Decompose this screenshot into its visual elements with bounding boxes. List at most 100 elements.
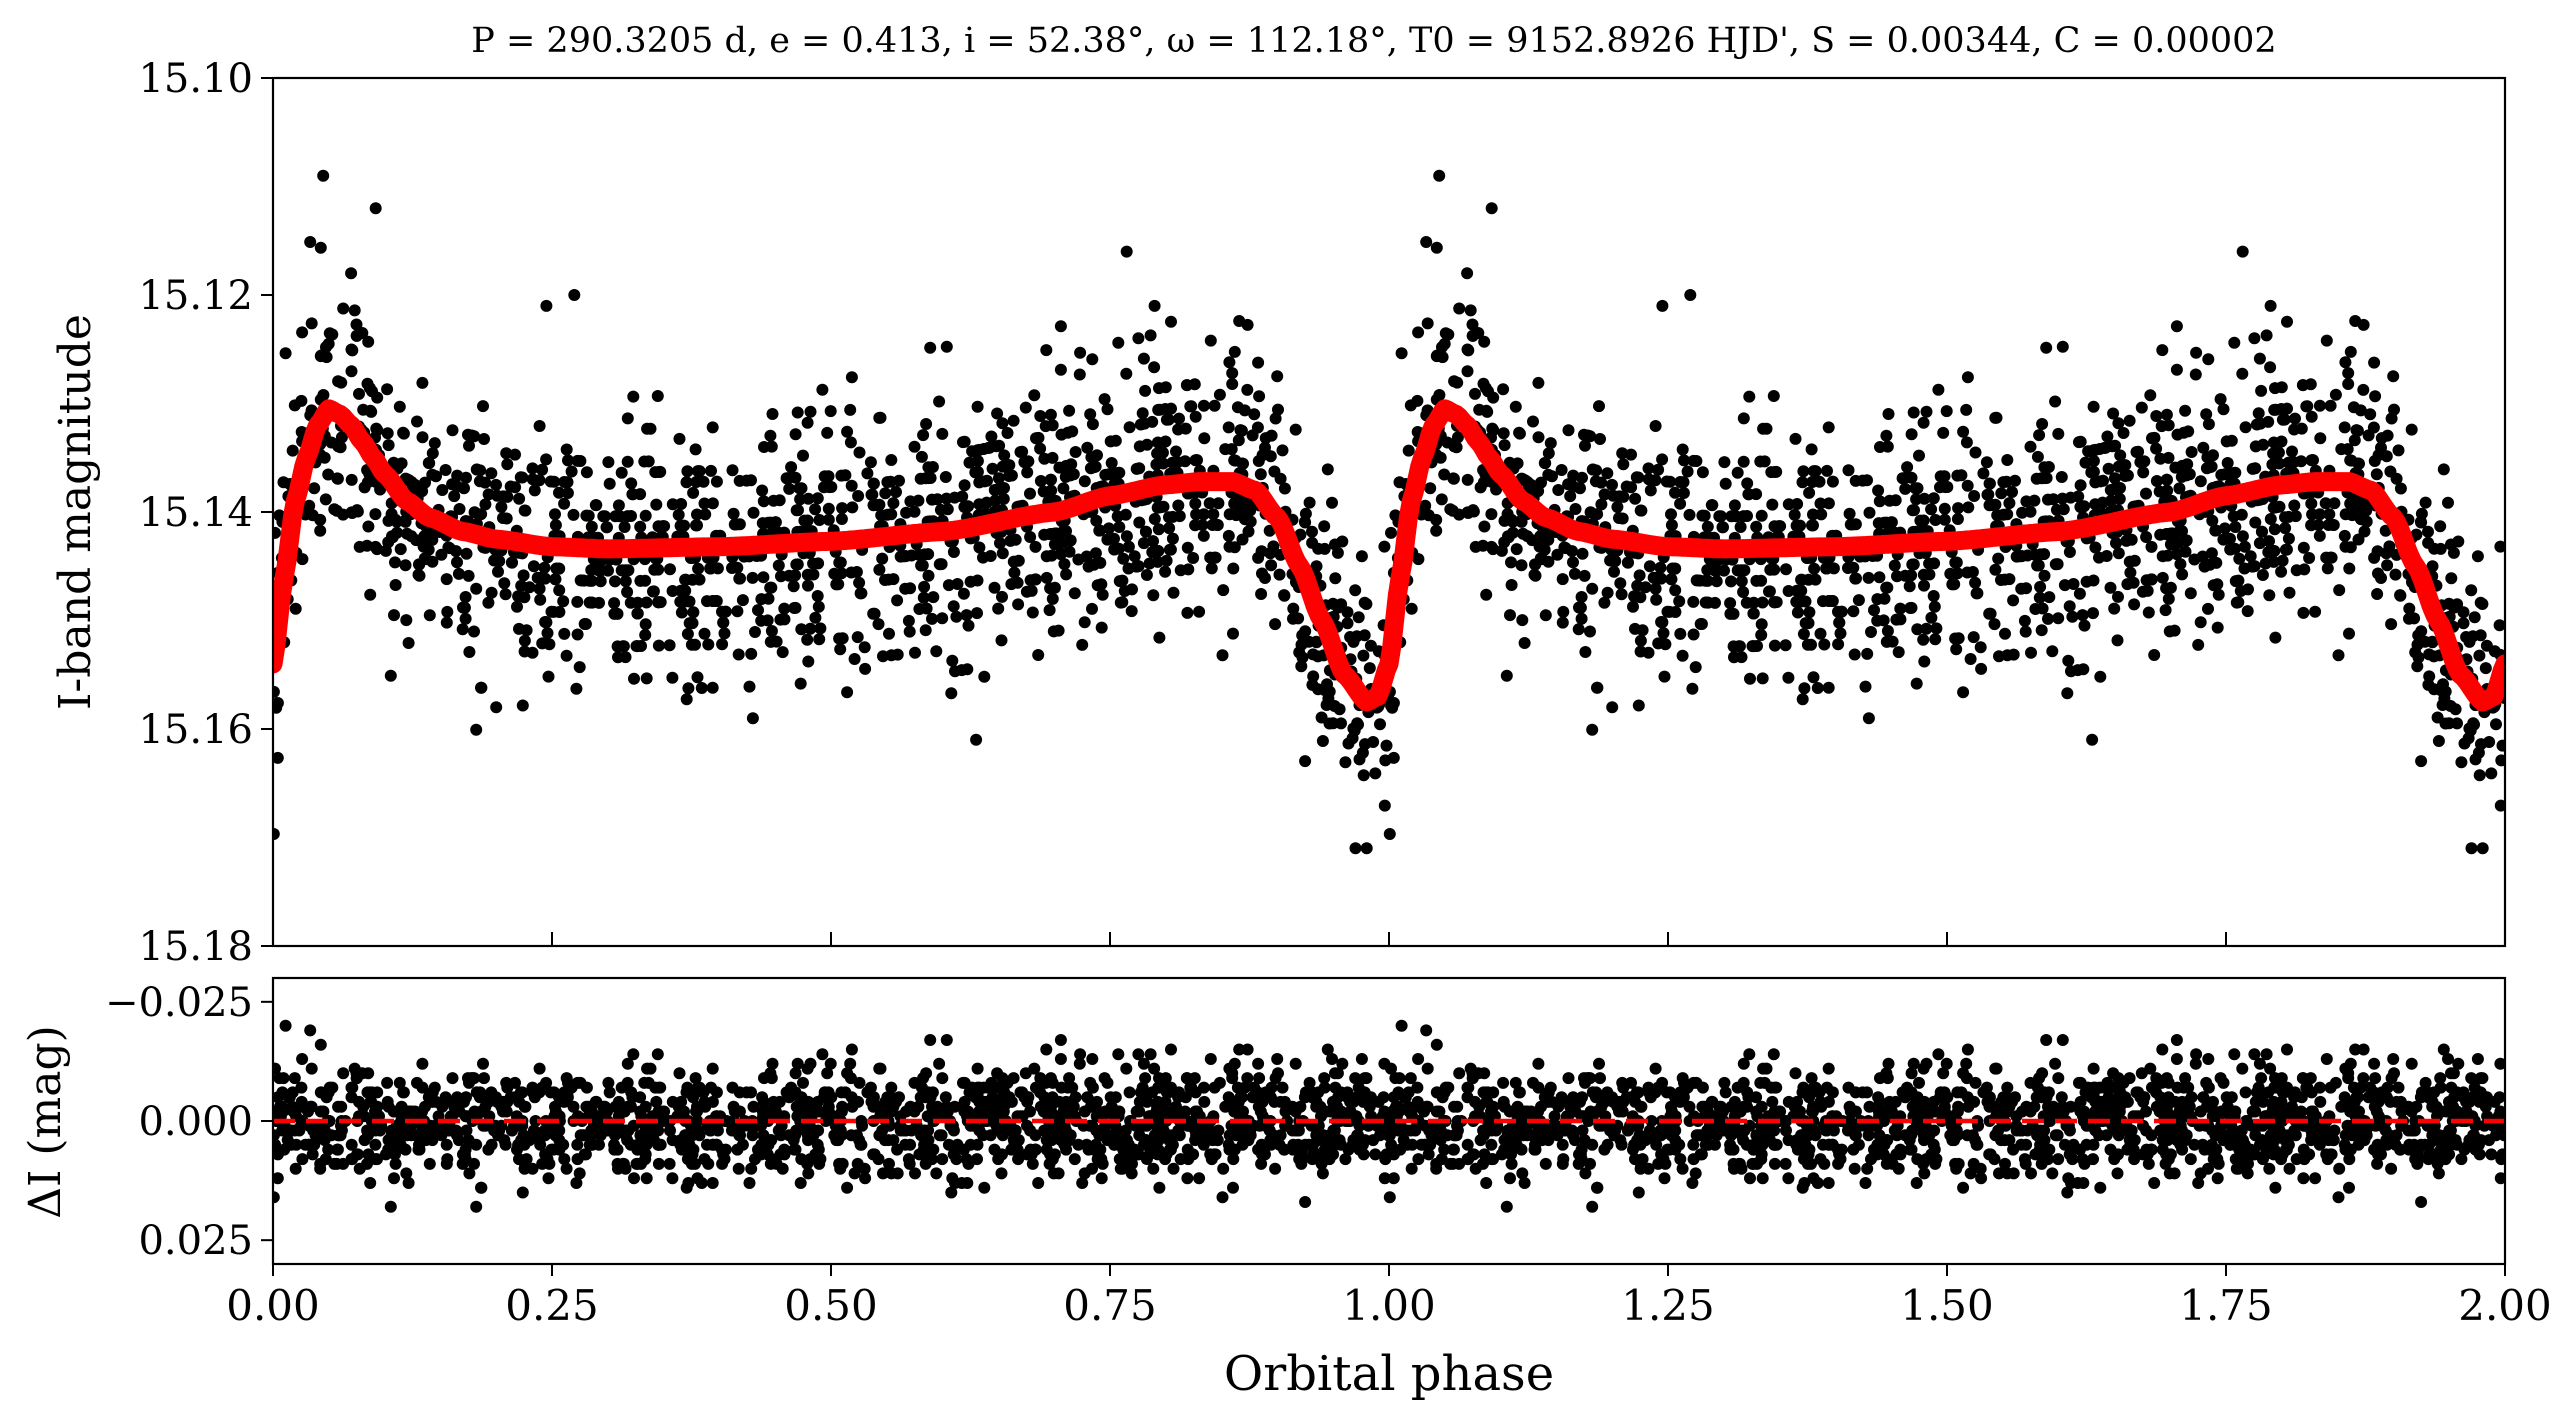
residual-point <box>296 1100 309 1113</box>
residual-point <box>1122 1138 1135 1151</box>
residual-point <box>1123 1086 1136 1099</box>
observation-point <box>2112 547 2125 560</box>
residual-point <box>644 1062 657 1075</box>
observation-point <box>362 520 375 533</box>
residual-point <box>1378 1172 1391 1185</box>
observation-point <box>499 588 512 601</box>
observation-point <box>791 558 804 571</box>
observation-point <box>1148 361 1161 374</box>
observation-point <box>2179 545 2192 558</box>
observation-point <box>1719 477 1732 490</box>
residual-point <box>1003 1091 1016 1104</box>
residual-point <box>727 1100 740 1113</box>
residual-point <box>1095 1153 1108 1166</box>
observation-point <box>1163 522 1176 535</box>
residual-point <box>822 1100 835 1113</box>
observation-point <box>562 454 574 467</box>
observation-point <box>776 646 789 659</box>
observation-point <box>639 509 652 522</box>
observation-point <box>2249 462 2262 475</box>
observation-point <box>1497 427 1510 440</box>
observation-point <box>1692 574 1705 587</box>
observation-point <box>621 455 634 468</box>
residual-point <box>802 1167 815 1180</box>
observation-point <box>836 632 849 645</box>
observation-point <box>2314 432 2327 445</box>
observation-point <box>811 492 824 505</box>
observation-point <box>1532 376 1545 389</box>
residual-point <box>1269 1072 1282 1085</box>
observation-point <box>1669 562 1682 575</box>
residual-point <box>2415 1196 2428 1208</box>
observation-point <box>746 712 759 725</box>
observation-point <box>2306 508 2319 521</box>
observation-point <box>1063 404 1076 417</box>
observation-point <box>1998 573 2011 586</box>
observation-point <box>475 681 487 694</box>
observation-point <box>477 400 489 413</box>
observation-point <box>701 595 713 608</box>
observation-point <box>1095 578 1108 591</box>
observation-point <box>345 365 358 378</box>
observation-point <box>1197 529 1210 542</box>
observation-point <box>978 475 991 488</box>
residual-point <box>332 1100 345 1113</box>
observation-point <box>2093 551 2105 564</box>
observation-point <box>1768 520 1781 533</box>
observation-point <box>1927 492 1940 505</box>
observation-point <box>997 492 1010 505</box>
observation-point <box>1134 418 1147 431</box>
observation-point <box>2304 378 2317 391</box>
residual-point <box>958 1076 971 1089</box>
observation-point <box>1952 502 1965 515</box>
observation-point <box>1735 651 1748 664</box>
observation-point <box>1907 406 1920 419</box>
observation-point <box>1557 605 1570 618</box>
observation-point <box>1174 564 1187 577</box>
residual-point <box>915 1081 928 1094</box>
observation-point <box>2225 434 2238 447</box>
residual-point <box>1255 1157 1268 1170</box>
observation-point <box>794 493 807 506</box>
observation-point <box>2287 456 2300 469</box>
observation-point <box>1364 639 1377 652</box>
observation-point <box>1938 502 1951 515</box>
observation-point <box>2437 463 2450 476</box>
observation-point <box>757 495 770 508</box>
observation-point <box>909 646 921 659</box>
residual-point <box>560 1162 573 1175</box>
observation-point <box>1147 535 1159 548</box>
observation-point <box>1052 624 1065 637</box>
observation-point <box>1928 600 1941 613</box>
observation-point <box>1469 540 1482 553</box>
observation-point <box>2381 559 2394 572</box>
observation-point <box>922 461 935 474</box>
residual-point <box>789 1143 802 1156</box>
observation-point <box>1197 399 1210 412</box>
observation-point <box>2038 548 2051 561</box>
observation-point <box>690 519 702 532</box>
observation-point <box>919 624 932 637</box>
residual-point <box>1165 1043 1177 1056</box>
observation-point <box>2153 485 2166 498</box>
observation-point <box>540 299 553 312</box>
residual-point <box>816 1048 829 1061</box>
observation-point <box>463 646 476 658</box>
observation-point <box>1938 513 1951 526</box>
observation-point <box>2190 346 2203 359</box>
observation-point <box>1705 499 1718 512</box>
observation-point <box>2375 572 2387 584</box>
residual-point <box>1089 1138 1102 1151</box>
observation-point <box>957 587 970 600</box>
observation-point <box>1193 605 1206 618</box>
observation-point <box>574 455 587 467</box>
observation-point <box>961 663 974 676</box>
observation-point <box>428 437 441 450</box>
observation-point <box>399 559 412 572</box>
observation-point <box>995 634 1008 647</box>
observation-point <box>746 571 759 584</box>
residual-point <box>393 1076 406 1089</box>
observation-point <box>2275 565 2288 578</box>
observation-point <box>1886 635 1899 648</box>
residual-point <box>304 1100 317 1113</box>
